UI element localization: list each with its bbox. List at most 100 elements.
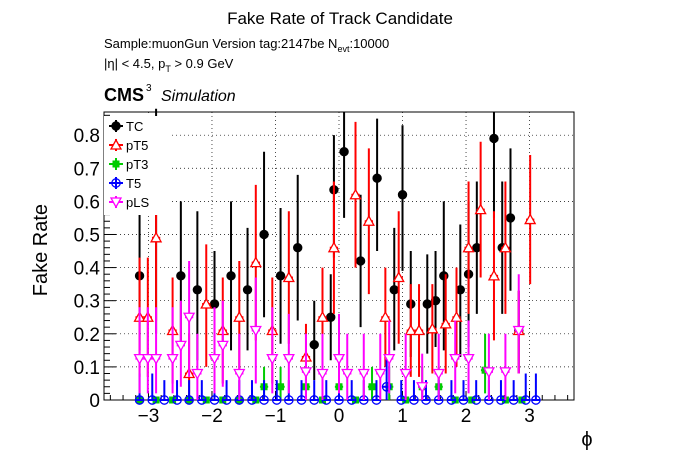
t5-point (247, 395, 257, 405)
pls-point (512, 325, 525, 337)
x-tick-label: −1 (265, 406, 287, 427)
legend-marker-pt3 (112, 160, 120, 168)
y-tick-label: 0.5 (74, 225, 100, 246)
tc-point (339, 147, 349, 157)
pt5-point (426, 322, 439, 334)
pls-point (357, 368, 370, 380)
pls-point (149, 353, 163, 365)
x-tick-label: −3 (138, 406, 160, 427)
pt5-point (327, 241, 341, 253)
y-tick-label: 0.8 (74, 126, 100, 147)
legend-label-pt3: pT3 (126, 157, 148, 172)
tc-point (293, 243, 303, 253)
tc-point (242, 285, 253, 295)
cms-superscript: 3 (146, 83, 152, 94)
pls-point (174, 340, 187, 352)
t5-point (309, 395, 320, 405)
tc-point (192, 285, 203, 295)
pls-point (399, 368, 412, 380)
series-tc (134, 108, 524, 381)
pt5-point (379, 310, 392, 322)
cut-prefix: |η| < 4.5, p (104, 56, 165, 71)
cut-line: |η| < 4.5, pT > 0.9 GeV (104, 56, 234, 74)
pt5-point (524, 213, 537, 225)
pt5-point (499, 241, 512, 253)
t5-point (259, 395, 269, 405)
y-tick-label: 0.3 (74, 292, 100, 313)
legend-marker-tc (111, 121, 121, 131)
y-tick-label: 0.7 (74, 159, 100, 180)
legend-marker-pls (109, 197, 123, 209)
t5-point (381, 381, 392, 392)
t5-point (172, 395, 182, 405)
simulation-label: Simulation (161, 88, 236, 105)
legend-label-pls: pLS (126, 195, 149, 210)
pls-point (133, 353, 146, 365)
t5-point (271, 395, 282, 405)
chart-title: Fake Rate of Track Candidate (227, 9, 453, 28)
t5-point (221, 395, 232, 405)
t5-point (531, 395, 541, 405)
tc-point (259, 229, 269, 240)
y-tick-label: 0 (89, 391, 100, 412)
t5-point (508, 395, 519, 405)
pls-point (141, 353, 154, 365)
t5-point (184, 395, 194, 405)
tc-point (372, 173, 382, 183)
sample-text: Sample:muonGun Version tag:2147be N (104, 36, 337, 51)
tc-point (275, 271, 286, 281)
t5-point (520, 395, 531, 405)
legend-marker-t5 (111, 178, 121, 188)
x-tick-label: 2 (461, 406, 472, 427)
t5-point (209, 395, 220, 405)
pls-point (432, 368, 445, 380)
cut-suffix: > 0.9 GeV (171, 56, 234, 71)
t5-point (159, 395, 170, 405)
pls-point (249, 325, 262, 337)
pls-point (316, 368, 329, 380)
series-pt5 (133, 121, 537, 400)
cms-label: CMS (104, 85, 144, 105)
tc-point (505, 213, 516, 223)
pls-point (482, 367, 495, 379)
nevt-value: :10000 (349, 36, 389, 51)
y-tick-label: 0.4 (74, 259, 101, 280)
pls-point (332, 353, 346, 365)
tc-point (209, 299, 220, 309)
pls-point (416, 382, 429, 394)
axes: −3 −2 −1 0 1 2 3 0 0.1 0.2 0.3 0.4 0.5 0.6 0.7 0.8 (74, 114, 569, 427)
legend-marker-pt5 (109, 138, 123, 150)
legend-label-tc: TC (126, 119, 143, 134)
series-pls (133, 260, 525, 400)
pt5-point (404, 324, 417, 336)
tc-point (489, 133, 499, 144)
t5-point (334, 395, 344, 405)
pls-point (462, 353, 475, 365)
pls-point (216, 340, 229, 352)
pls-point (449, 353, 462, 365)
y-tick-label: 0.2 (74, 325, 100, 346)
legend: TC pT5 pT3 T5 pLS (104, 116, 170, 215)
tc-point (326, 312, 336, 322)
pls-point (499, 367, 512, 379)
y-tick-label: 0.1 (74, 358, 100, 379)
tc-point (309, 340, 319, 350)
pls-point (183, 312, 196, 324)
pls-point (299, 367, 313, 379)
pt5-point (249, 256, 262, 268)
pls-point (166, 353, 179, 365)
pt5-point (474, 203, 487, 215)
t5-point (471, 395, 482, 405)
pls-point (282, 353, 295, 365)
tc-point (439, 271, 449, 281)
pls-point (374, 368, 387, 380)
pt5-point (316, 310, 329, 322)
t5-point (147, 395, 158, 405)
series-layer (133, 108, 541, 405)
legend-label-t5: T5 (126, 176, 141, 191)
t5-point (134, 395, 145, 405)
x-tick-label: 0 (334, 406, 345, 427)
pt5-point (349, 188, 362, 200)
x-axis-label: ϕ (581, 429, 592, 451)
t5-point (283, 395, 294, 405)
